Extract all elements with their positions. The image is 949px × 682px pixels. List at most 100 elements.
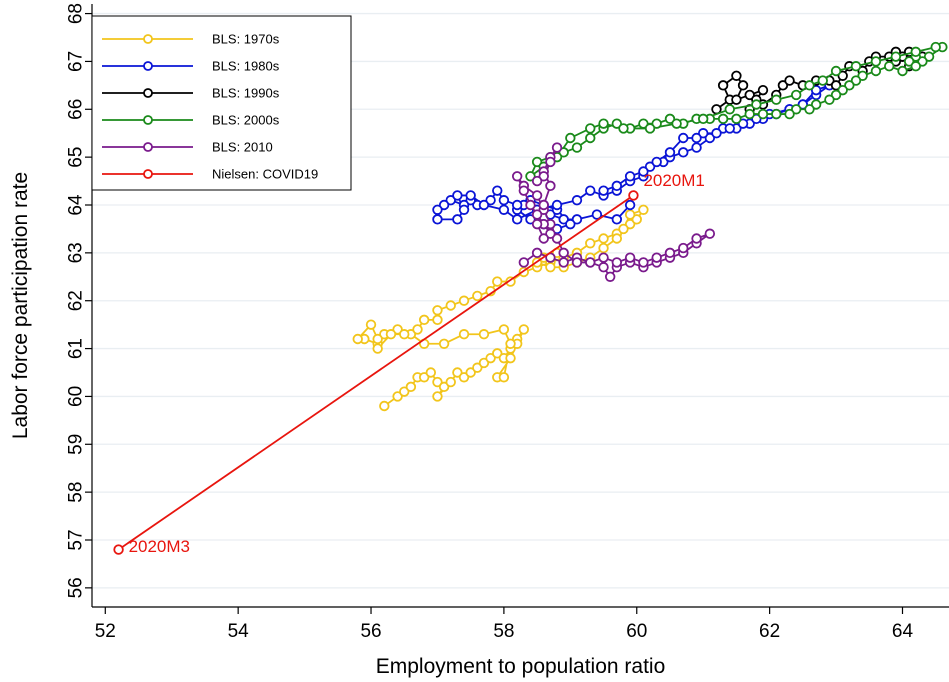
data-point [638,118,649,129]
legend-item: Nielsen: COVID19 [102,167,318,182]
data-point [777,80,789,91]
data-point [771,108,782,120]
data-point [558,247,569,259]
y-tick-label: 58 [66,482,87,503]
data-point [558,257,569,268]
data-point [531,175,543,187]
data-point [638,257,649,268]
data-point [830,89,842,101]
series-1 [432,80,835,235]
legend-swatch-marker [143,115,153,125]
data-point [565,132,576,144]
data-point [531,190,543,201]
legend-item: BLS: 2000s [102,113,280,128]
data-point [678,242,689,254]
series-5 [113,190,639,555]
data-point [392,324,403,335]
x-tick-label: 54 [228,621,250,642]
data-point [432,376,443,388]
data-point [531,247,543,259]
data-point [399,329,410,340]
data-point [438,381,450,393]
data-point [917,56,928,67]
data-point [890,51,902,62]
data-point [492,348,503,359]
data-point [385,329,397,340]
data-point [585,132,596,144]
data-point [558,214,569,225]
x-tick-label: 60 [626,621,647,642]
data-point [611,233,623,244]
data-point [651,156,662,168]
data-point [545,262,556,273]
data-point [884,61,895,72]
data-point [531,156,543,168]
data-point [810,99,822,110]
data-point [545,180,556,192]
data-point [824,94,835,105]
data-point [478,357,490,369]
data-point [644,123,656,134]
data-point [711,128,722,139]
data-point [611,118,623,129]
data-point [492,185,503,196]
legend-box [91,15,352,191]
data-point [498,372,510,383]
data-point [651,118,662,129]
data-point [598,185,609,196]
data-point [691,233,702,244]
x-tick-label: 62 [759,621,780,642]
data-point [897,65,908,77]
data-point [458,295,470,306]
data-point [784,108,795,120]
data-point [551,199,563,211]
data-point [731,94,742,105]
data-point [604,271,616,282]
annotation-label: 2020M1 [643,171,704,190]
data-point [598,242,609,254]
data-point [432,305,443,316]
legend-swatch-marker [143,61,153,71]
data-point [598,118,609,129]
data-point [591,209,603,220]
data-point [651,252,662,263]
data-point [837,70,848,81]
x-tick-label: 52 [95,621,116,642]
data-point [611,257,623,268]
data-point [432,204,443,215]
data-point [445,376,456,388]
y-tick-label: 63 [66,242,87,263]
data-point [724,104,735,115]
data-point [478,199,490,211]
data-point [525,171,536,182]
data-point [598,252,609,263]
data-point [352,333,363,345]
annotation-label: 2020M3 [129,537,190,556]
legend-swatch-marker [143,142,153,152]
data-point [465,367,476,378]
data-point [618,123,629,134]
data-point [465,190,476,201]
data-point [757,84,769,96]
legend-item: BLS: 1970s [102,32,280,47]
data-point [379,400,390,412]
y-tick-label: 65 [66,147,87,168]
legend: BLS: 1970s BLS: 1980s BLS: 1990s BLS: 2000s… [91,15,352,191]
series-line [118,194,634,551]
data-point [545,228,556,239]
data-point [598,233,609,244]
data-point [751,99,762,110]
data-point [571,142,583,153]
data-point [458,372,470,383]
y-tick-label: 60 [66,386,87,407]
data-point [478,329,490,340]
data-point [538,171,549,182]
data-point [757,108,769,120]
data-point [392,391,403,402]
data-point [445,300,456,311]
data-point [505,352,516,364]
data-point [531,218,543,230]
data-point [724,123,735,134]
data-point [585,185,596,196]
